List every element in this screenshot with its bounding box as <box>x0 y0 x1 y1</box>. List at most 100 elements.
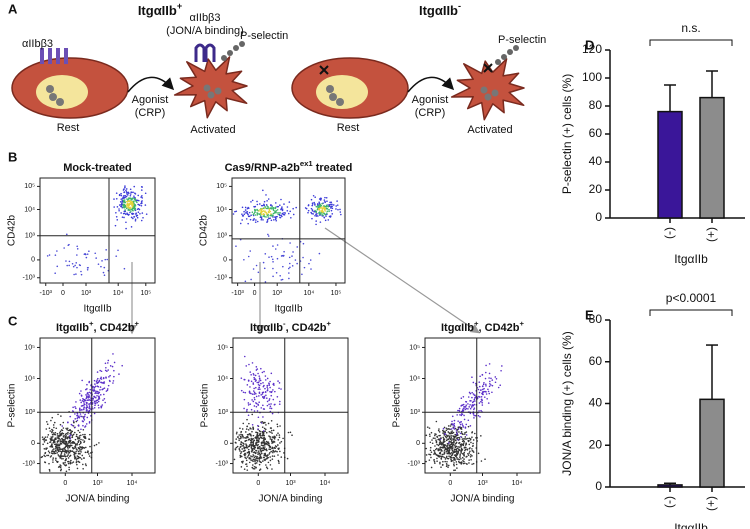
event-dot <box>101 370 103 372</box>
event-dot <box>446 429 448 431</box>
event-dot <box>259 203 261 205</box>
event-dot <box>462 433 464 435</box>
x-tick-label: 0 <box>253 290 257 297</box>
event-dot <box>240 452 242 454</box>
event-dot <box>461 431 463 433</box>
event-dot <box>456 457 458 459</box>
event-dot <box>489 381 491 383</box>
event-dot <box>444 447 446 449</box>
event-dot <box>60 424 62 426</box>
event-dot <box>478 381 480 383</box>
event-dot <box>260 368 262 370</box>
event-dot <box>45 447 47 449</box>
event-dot <box>254 393 256 395</box>
event-dot <box>241 213 243 215</box>
event-dot <box>266 448 268 450</box>
event-dot <box>452 445 454 447</box>
event-dot <box>272 268 274 270</box>
event-dot <box>76 443 78 445</box>
event-dot <box>235 449 237 451</box>
y-tick-label: 10⁴ <box>216 206 227 213</box>
event-dot <box>290 431 292 433</box>
event-dot <box>308 210 310 212</box>
event-dot <box>254 399 256 401</box>
event-dot <box>449 433 451 435</box>
event-dot <box>319 253 321 255</box>
event-dot <box>84 414 86 416</box>
event-dot <box>243 213 245 215</box>
panel-title-part: ItgαIIb <box>138 3 177 18</box>
event-dot <box>135 213 137 215</box>
event-dot <box>72 435 74 437</box>
event-dot <box>472 445 474 447</box>
event-dot <box>483 382 485 384</box>
event-dot <box>267 234 269 236</box>
event-dot <box>129 198 131 200</box>
event-dot <box>474 397 476 399</box>
plot-title-part: Cas9/RNP-a2b <box>225 162 300 174</box>
x-tick-label: 0 <box>448 480 452 487</box>
event-dot <box>478 389 480 391</box>
event-dot <box>438 428 440 430</box>
event-dot <box>468 419 470 421</box>
event-dot <box>255 219 257 221</box>
event-dot <box>67 432 69 434</box>
event-dot <box>126 204 128 206</box>
event-dot <box>249 371 251 373</box>
event-dot <box>72 436 74 438</box>
x-tick-label: 10³ <box>272 290 283 297</box>
event-dot <box>340 214 342 216</box>
x-tick-label: (+) <box>704 496 718 511</box>
event-dot <box>141 220 143 222</box>
event-dot <box>468 396 470 398</box>
event-dot <box>79 450 81 452</box>
event-dot <box>311 218 313 220</box>
event-dot <box>245 365 247 367</box>
event-dot <box>275 450 277 452</box>
event-dot <box>243 408 245 410</box>
event-dot <box>437 455 439 457</box>
event-dot <box>259 446 261 448</box>
event-dot <box>311 199 313 201</box>
event-dot <box>440 442 442 444</box>
event-dot <box>480 410 482 412</box>
event-dot <box>263 457 265 459</box>
event-dot <box>270 213 272 215</box>
event-dot <box>73 447 75 449</box>
event-dot <box>131 198 133 200</box>
event-dot <box>124 206 126 208</box>
event-dot <box>141 205 143 207</box>
event-dot <box>68 467 70 469</box>
event-dot <box>430 441 432 443</box>
event-dot <box>466 434 468 436</box>
event-dot <box>67 421 69 423</box>
event-dot <box>449 429 451 431</box>
event-dot <box>256 462 258 464</box>
event-dot <box>264 206 266 208</box>
event-dot <box>456 432 458 434</box>
event-dot <box>279 401 281 403</box>
event-dot <box>453 464 455 466</box>
event-dot <box>254 392 256 394</box>
event-dot <box>247 211 249 213</box>
event-dot <box>246 460 248 462</box>
event-dot <box>123 210 125 212</box>
event-dot <box>129 203 131 205</box>
event-dot <box>131 226 133 228</box>
event-dot <box>326 197 328 199</box>
plot-title-part: ItgαIIb <box>250 322 283 334</box>
event-dot <box>282 255 284 257</box>
event-dot <box>235 245 237 247</box>
event-dot <box>445 458 447 460</box>
event-dot <box>463 441 465 443</box>
event-dot <box>449 449 451 451</box>
event-dot <box>125 221 127 223</box>
event-dot <box>269 445 271 447</box>
event-dot <box>238 438 240 440</box>
event-dot <box>276 446 278 448</box>
event-dot <box>73 266 75 268</box>
event-dot <box>89 403 91 405</box>
y-tick-label: 120 <box>582 42 602 56</box>
event-dot <box>451 432 453 434</box>
event-dot <box>254 460 256 462</box>
